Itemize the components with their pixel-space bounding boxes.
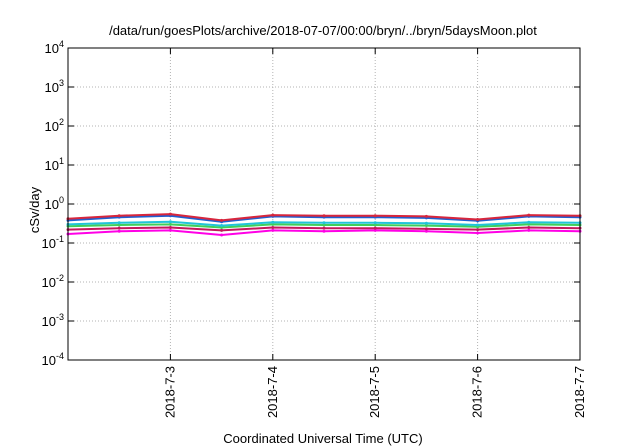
data-point [220,228,224,232]
y-tick-label: 10-4 [42,351,64,368]
data-point [168,212,172,216]
data-point [527,220,531,224]
data-point [322,229,326,233]
data-point [527,225,531,229]
data-point [220,233,224,237]
x-tick-label: 2018-7-5 [367,366,382,418]
data-point [424,224,428,228]
data-point [322,221,326,225]
data-point [322,226,326,230]
y-tick-exponent: 0 [59,195,64,205]
y-tick-label: 10-3 [42,312,64,329]
data-point [322,214,326,218]
data-point [117,223,121,227]
data-point [271,222,275,226]
y-tick-exponent: -3 [56,312,64,322]
y-tick-exponent: 2 [59,117,64,127]
data-point [220,218,224,222]
y-tick-label: 10-1 [42,234,64,251]
data-point [168,225,172,229]
data-point [373,221,377,225]
data-point [527,228,531,232]
y-tick-exponent: -1 [56,234,64,244]
data-point [373,223,377,227]
y-tick-label: 103 [45,78,64,95]
x-axis-label: Coordinated Universal Time (UTC) [223,431,422,446]
data-point [168,220,172,224]
y-tick-label: 104 [45,39,64,56]
data-point [322,223,326,227]
series-group [66,212,582,237]
x-tick-label: 2018-7-6 [470,366,485,418]
data-point [168,222,172,226]
x-tick-label: 2018-7-3 [162,366,177,418]
chart-title: /data/run/goesPlots/archive/2018-07-07/0… [109,23,537,38]
x-tick-label: 2018-7-4 [265,366,280,418]
y-tick-label: 101 [45,156,64,173]
y-tick-exponent: -2 [56,273,64,283]
data-point [424,227,428,231]
y-tick-label: 10-2 [42,273,64,290]
data-point [271,220,275,224]
y-tick-label: 102 [45,117,64,134]
data-point [117,221,121,225]
data-point [168,228,172,232]
data-point [117,226,121,230]
data-point [527,213,531,217]
data-point [476,223,480,227]
y-axis-label: cSv/day [27,186,42,233]
grid [68,48,580,360]
data-point [476,218,480,222]
data-point [424,221,428,225]
data-point [373,228,377,232]
y-tick-exponent: 3 [59,78,64,88]
y-tick-exponent: 4 [59,39,64,49]
data-point [271,228,275,232]
data-point [424,229,428,233]
data-point [373,226,377,230]
data-point [527,222,531,226]
y-tick-exponent: 1 [59,156,64,166]
data-point [373,214,377,218]
data-point [271,225,275,229]
y-tick-exponent: -4 [56,351,64,361]
data-point [117,214,121,218]
data-point [220,224,224,228]
data-point [424,214,428,218]
x-tick-label: 2018-7-7 [572,366,587,418]
data-point [117,229,121,233]
data-point [476,228,480,232]
y-tick-label: 100 [45,195,64,212]
data-point [271,213,275,217]
data-point [476,231,480,235]
